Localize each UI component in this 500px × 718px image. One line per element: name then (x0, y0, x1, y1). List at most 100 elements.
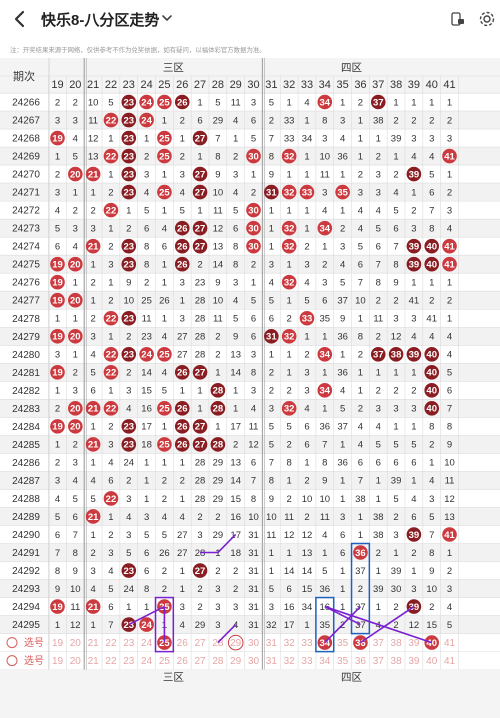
pick-number[interactable]: 33 (301, 638, 313, 649)
pick-number[interactable]: 19 (52, 638, 64, 649)
pick-number[interactable]: 37 (373, 656, 385, 667)
pick-number[interactable]: 33 (301, 656, 313, 667)
page-title[interactable]: 快乐8-八分区走势 (41, 12, 160, 29)
trend-connector (128, 605, 165, 626)
omission-value: 6 (376, 241, 381, 252)
drawn-ball (68, 256, 83, 272)
omission-value: 1 (215, 422, 220, 433)
pick-number[interactable]: 37 (373, 638, 385, 649)
omission-value: 1 (108, 169, 113, 180)
pick-number[interactable]: 41 (444, 638, 456, 649)
pick-number[interactable]: 28 (212, 656, 224, 667)
drawn-ball-number: 25 (159, 440, 170, 451)
drawn-ball (281, 148, 297, 164)
omission-value: 4 (162, 332, 167, 343)
zone-header: 四区 (341, 62, 362, 74)
pick-number[interactable]: 41 (444, 656, 456, 667)
column-header: 23 (123, 79, 135, 91)
pick-number[interactable]: 35 (337, 638, 349, 649)
omission-value: 11 (249, 422, 259, 433)
pick-number[interactable]: 26 (177, 656, 189, 667)
drawn-ball (103, 202, 119, 218)
pick-number[interactable]: 24 (141, 656, 153, 667)
pick-number[interactable]: 39 (408, 656, 420, 667)
selected-pick-ball[interactable] (424, 635, 440, 650)
trend-connector (324, 605, 432, 644)
omission-value: 3 (108, 259, 113, 270)
pick-number[interactable]: 32 (284, 656, 296, 667)
pick-number[interactable]: 21 (88, 656, 100, 667)
pick-number[interactable]: 27 (194, 638, 206, 649)
pick-number[interactable]: 22 (105, 638, 117, 649)
drawn-ball-number: 25 (159, 97, 170, 108)
pick-number[interactable]: 23 (123, 656, 135, 667)
pick-number[interactable]: 39 (408, 638, 420, 649)
omission-value: 2 (376, 151, 381, 162)
pick-row-label[interactable]: 选号 (24, 636, 44, 649)
pick-number[interactable]: 31 (266, 656, 278, 667)
pick-number[interactable]: 32 (284, 638, 296, 649)
pick-number[interactable]: 23 (123, 638, 135, 649)
pick-outline[interactable] (227, 634, 244, 651)
settings-gear-icon[interactable] (478, 10, 496, 28)
omission-value: 5 (322, 566, 327, 577)
omission-value: 1 (429, 278, 434, 289)
drawn-ball (299, 184, 315, 200)
period-cell: 24276 (12, 278, 40, 289)
omission-value: 5 (393, 440, 398, 451)
omission-value: 2 (197, 602, 202, 613)
omission-value: 32 (266, 620, 277, 631)
omission-value: 1 (251, 169, 256, 180)
pick-number[interactable]: 40 (426, 656, 438, 667)
pick-number[interactable]: 21 (88, 638, 100, 649)
omission-value: 4 (429, 476, 434, 487)
omission-value: 10 (444, 458, 455, 469)
pick-number[interactable]: 38 (391, 638, 403, 649)
pick-radio-icon[interactable] (6, 655, 18, 667)
omission-value: 4 (73, 476, 78, 487)
chevron-down-icon[interactable] (160, 11, 174, 25)
omission-value: 1 (180, 386, 185, 397)
pick-number[interactable]: 29 (230, 656, 242, 667)
omission-value: 2 (287, 386, 292, 397)
pick-number[interactable]: 29 (230, 638, 242, 649)
omission-value: 8 (144, 241, 149, 252)
omission-value: 3 (55, 350, 60, 361)
omission-value: 6 (429, 187, 434, 198)
arrow-left-icon[interactable] (10, 9, 30, 29)
omission-value: 38 (373, 512, 384, 523)
pick-number[interactable]: 30 (248, 656, 260, 667)
omission-value: 8 (233, 259, 238, 270)
pick-number[interactable]: 26 (177, 638, 189, 649)
pick-number[interactable]: 20 (70, 638, 82, 649)
column-header: 22 (105, 79, 117, 91)
pick-number[interactable]: 28 (212, 638, 224, 649)
pick-radio-icon[interactable] (6, 637, 18, 649)
pick-number[interactable]: 25 (159, 656, 171, 667)
omission-value: 1 (287, 350, 292, 361)
omission-value: 1 (358, 133, 363, 144)
disclaimer-notice: 注：开奖结果来源于网络，仅供参考不作为兑奖依据，如有疑问，以福体彩官方数据为准。 (10, 47, 266, 54)
pick-number[interactable]: 24 (141, 638, 153, 649)
pick-number[interactable]: 31 (266, 638, 278, 649)
drawn-ball (192, 238, 208, 254)
pick-number[interactable]: 38 (391, 656, 403, 667)
omission-value: 2 (251, 187, 256, 198)
omission-value: 14 (284, 566, 295, 577)
phone-lock-icon[interactable] (449, 11, 465, 27)
pick-number[interactable]: 19 (52, 656, 64, 667)
pick-number[interactable]: 27 (194, 656, 206, 667)
drawn-ball (121, 346, 137, 362)
pick-number[interactable]: 20 (70, 656, 82, 667)
pick-number[interactable]: 34 (319, 656, 331, 667)
pick-number[interactable]: 35 (337, 656, 349, 667)
omission-value: 37 (355, 566, 366, 577)
pick-number[interactable]: 22 (105, 656, 117, 667)
drawn-ball-number: 39 (409, 169, 420, 180)
omission-value: 3 (269, 602, 274, 613)
pick-row-label[interactable]: 选号 (24, 654, 44, 667)
omission-value: 3 (376, 169, 381, 180)
pick-number[interactable]: 30 (248, 638, 260, 649)
pick-number[interactable]: 36 (355, 656, 367, 667)
omission-value: 1 (340, 350, 345, 361)
